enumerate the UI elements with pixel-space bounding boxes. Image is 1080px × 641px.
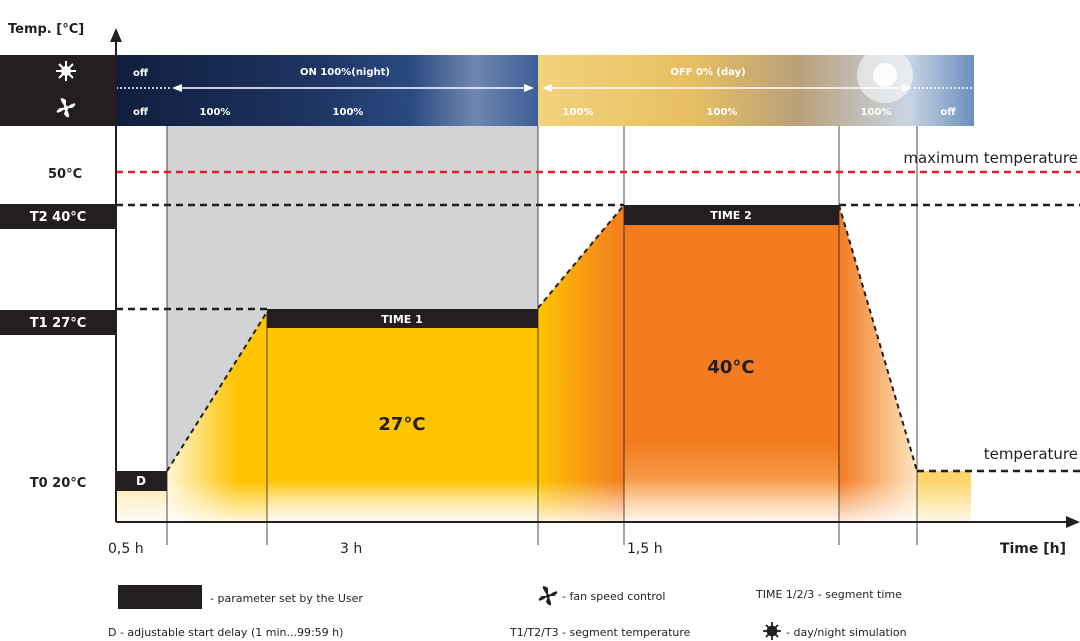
temperature-label: temperature bbox=[984, 445, 1078, 463]
x-axis-arrow bbox=[1066, 516, 1080, 528]
legend-segtemp-text: T1/T2/T3 - segment temperature bbox=[509, 626, 691, 639]
time-gridlines bbox=[166, 126, 918, 545]
fan-off-label: off bbox=[133, 107, 149, 118]
light-day-label: OFF 0% (day) bbox=[670, 67, 745, 78]
x-axis-title: Time [h] bbox=[1000, 541, 1066, 557]
y-axis-title: Temp. [°C] bbox=[8, 22, 84, 37]
bottom-fade bbox=[116, 480, 971, 522]
night-band bbox=[116, 55, 538, 126]
ramp-2-line bbox=[537, 204, 625, 309]
maximum-temperature-label: maximum temperature bbox=[903, 149, 1078, 167]
time-2-label: TIME 2 bbox=[710, 209, 752, 222]
ramp-1-line bbox=[166, 311, 268, 472]
time-1-bar bbox=[267, 309, 538, 328]
legend-delay-text: D - adjustable start delay (1 min...99:5… bbox=[108, 626, 343, 639]
sun-icon bbox=[56, 61, 76, 81]
ramp-down-line bbox=[838, 204, 918, 472]
legend-fan-text: - fan speed control bbox=[562, 590, 665, 603]
ramp-1-fill bbox=[167, 312, 267, 522]
fan-off-right-label: off bbox=[941, 107, 957, 118]
ramp-down-fill bbox=[839, 205, 917, 522]
fan-speed-label-2: 100% bbox=[333, 107, 364, 118]
legend-fan-icon bbox=[538, 586, 558, 606]
max-temp-tick: 50°C bbox=[48, 167, 82, 182]
header-icon-block bbox=[0, 55, 116, 126]
legend-sun-icon bbox=[763, 622, 781, 640]
legend-user-param-text: - parameter set by the User bbox=[210, 592, 363, 605]
segment-2-temperature: 40°C bbox=[707, 357, 754, 378]
ramp-2-fill bbox=[538, 205, 624, 522]
delay-label: D bbox=[136, 474, 146, 488]
fan-speed-label-5: 100% bbox=[861, 107, 892, 118]
legend-user-param-swatch bbox=[118, 585, 202, 609]
t0-label: T0 20°C bbox=[30, 476, 87, 491]
time-1-label: TIME 1 bbox=[381, 313, 423, 326]
y-axis-arrow bbox=[110, 28, 122, 42]
fan-speed-label-1: 100% bbox=[200, 107, 231, 118]
t2-tag bbox=[0, 204, 116, 229]
t1-label: T1 27°C bbox=[30, 316, 87, 331]
t1-tag bbox=[0, 310, 116, 335]
light-night-label: ON 100%(night) bbox=[300, 67, 390, 78]
delay-bar bbox=[116, 471, 167, 491]
x-tick-delay: 0,5 h bbox=[108, 541, 144, 557]
segment-1-temperature: 27°C bbox=[378, 414, 425, 435]
legend-segtime-text: TIME 1/2/3 - segment time bbox=[755, 588, 902, 601]
segment-2-fill bbox=[624, 205, 839, 522]
x-tick-time2: 1,5 h bbox=[627, 541, 663, 557]
fan-icon bbox=[56, 98, 76, 118]
time-2-bar bbox=[624, 205, 839, 225]
light-off-label: off bbox=[133, 68, 149, 79]
x-tick-time1: 3 h bbox=[340, 541, 362, 557]
legend-daynight-text: - day/night simulation bbox=[786, 626, 907, 639]
t2-label: T2 40°C bbox=[30, 210, 87, 225]
fan-speed-label-3: 100% bbox=[563, 107, 594, 118]
fan-speed-label-4: 100% bbox=[707, 107, 738, 118]
